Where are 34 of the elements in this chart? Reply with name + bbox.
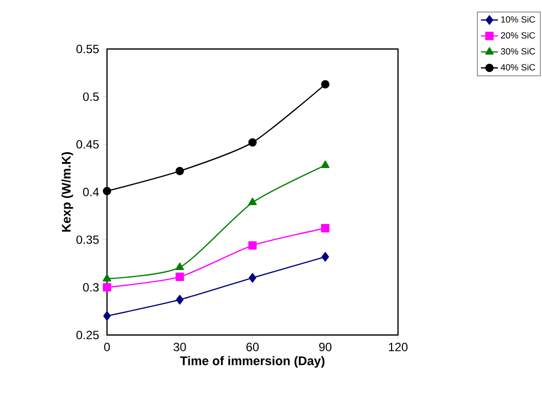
point	[176, 262, 184, 270]
legend-label: 30% SiC	[500, 48, 536, 55]
y-tick-label: 0.5	[83, 92, 99, 101]
point	[176, 166, 184, 176]
x-tick-label: 30	[174, 342, 186, 352]
y-tick-label: 0.45	[76, 140, 99, 149]
x-tick-label: 60	[246, 342, 259, 352]
x-tick-label: 0	[104, 342, 110, 352]
legend-label: 10% SiC	[501, 16, 536, 23]
point	[321, 80, 330, 88]
legend-label: 20% SiC	[500, 32, 536, 39]
point	[322, 252, 329, 262]
point	[102, 283, 112, 292]
point	[176, 272, 184, 282]
x-tick-label: 90	[319, 342, 332, 352]
y-tick-label: 0.55	[76, 44, 99, 54]
point	[248, 198, 257, 206]
point	[102, 274, 112, 282]
y-tick-label: 0.4	[83, 188, 99, 196]
x-axis-title: Time of immersion (Day)	[180, 356, 324, 368]
point	[248, 241, 257, 250]
y-tick-label: 0.35	[76, 235, 99, 244]
x-tick-label: 120	[388, 342, 408, 352]
point	[176, 294, 184, 305]
y-tick-label: 0.25	[76, 330, 99, 340]
point	[103, 311, 111, 321]
legend-label: 40% SiC	[500, 64, 536, 70]
point	[248, 273, 256, 283]
point	[321, 160, 330, 168]
point	[321, 224, 330, 232]
point	[248, 138, 257, 147]
point	[102, 186, 112, 196]
y-tick-label: 0.3	[83, 283, 99, 292]
y-axis-title: Kexp (W/m.K)	[61, 152, 74, 232]
